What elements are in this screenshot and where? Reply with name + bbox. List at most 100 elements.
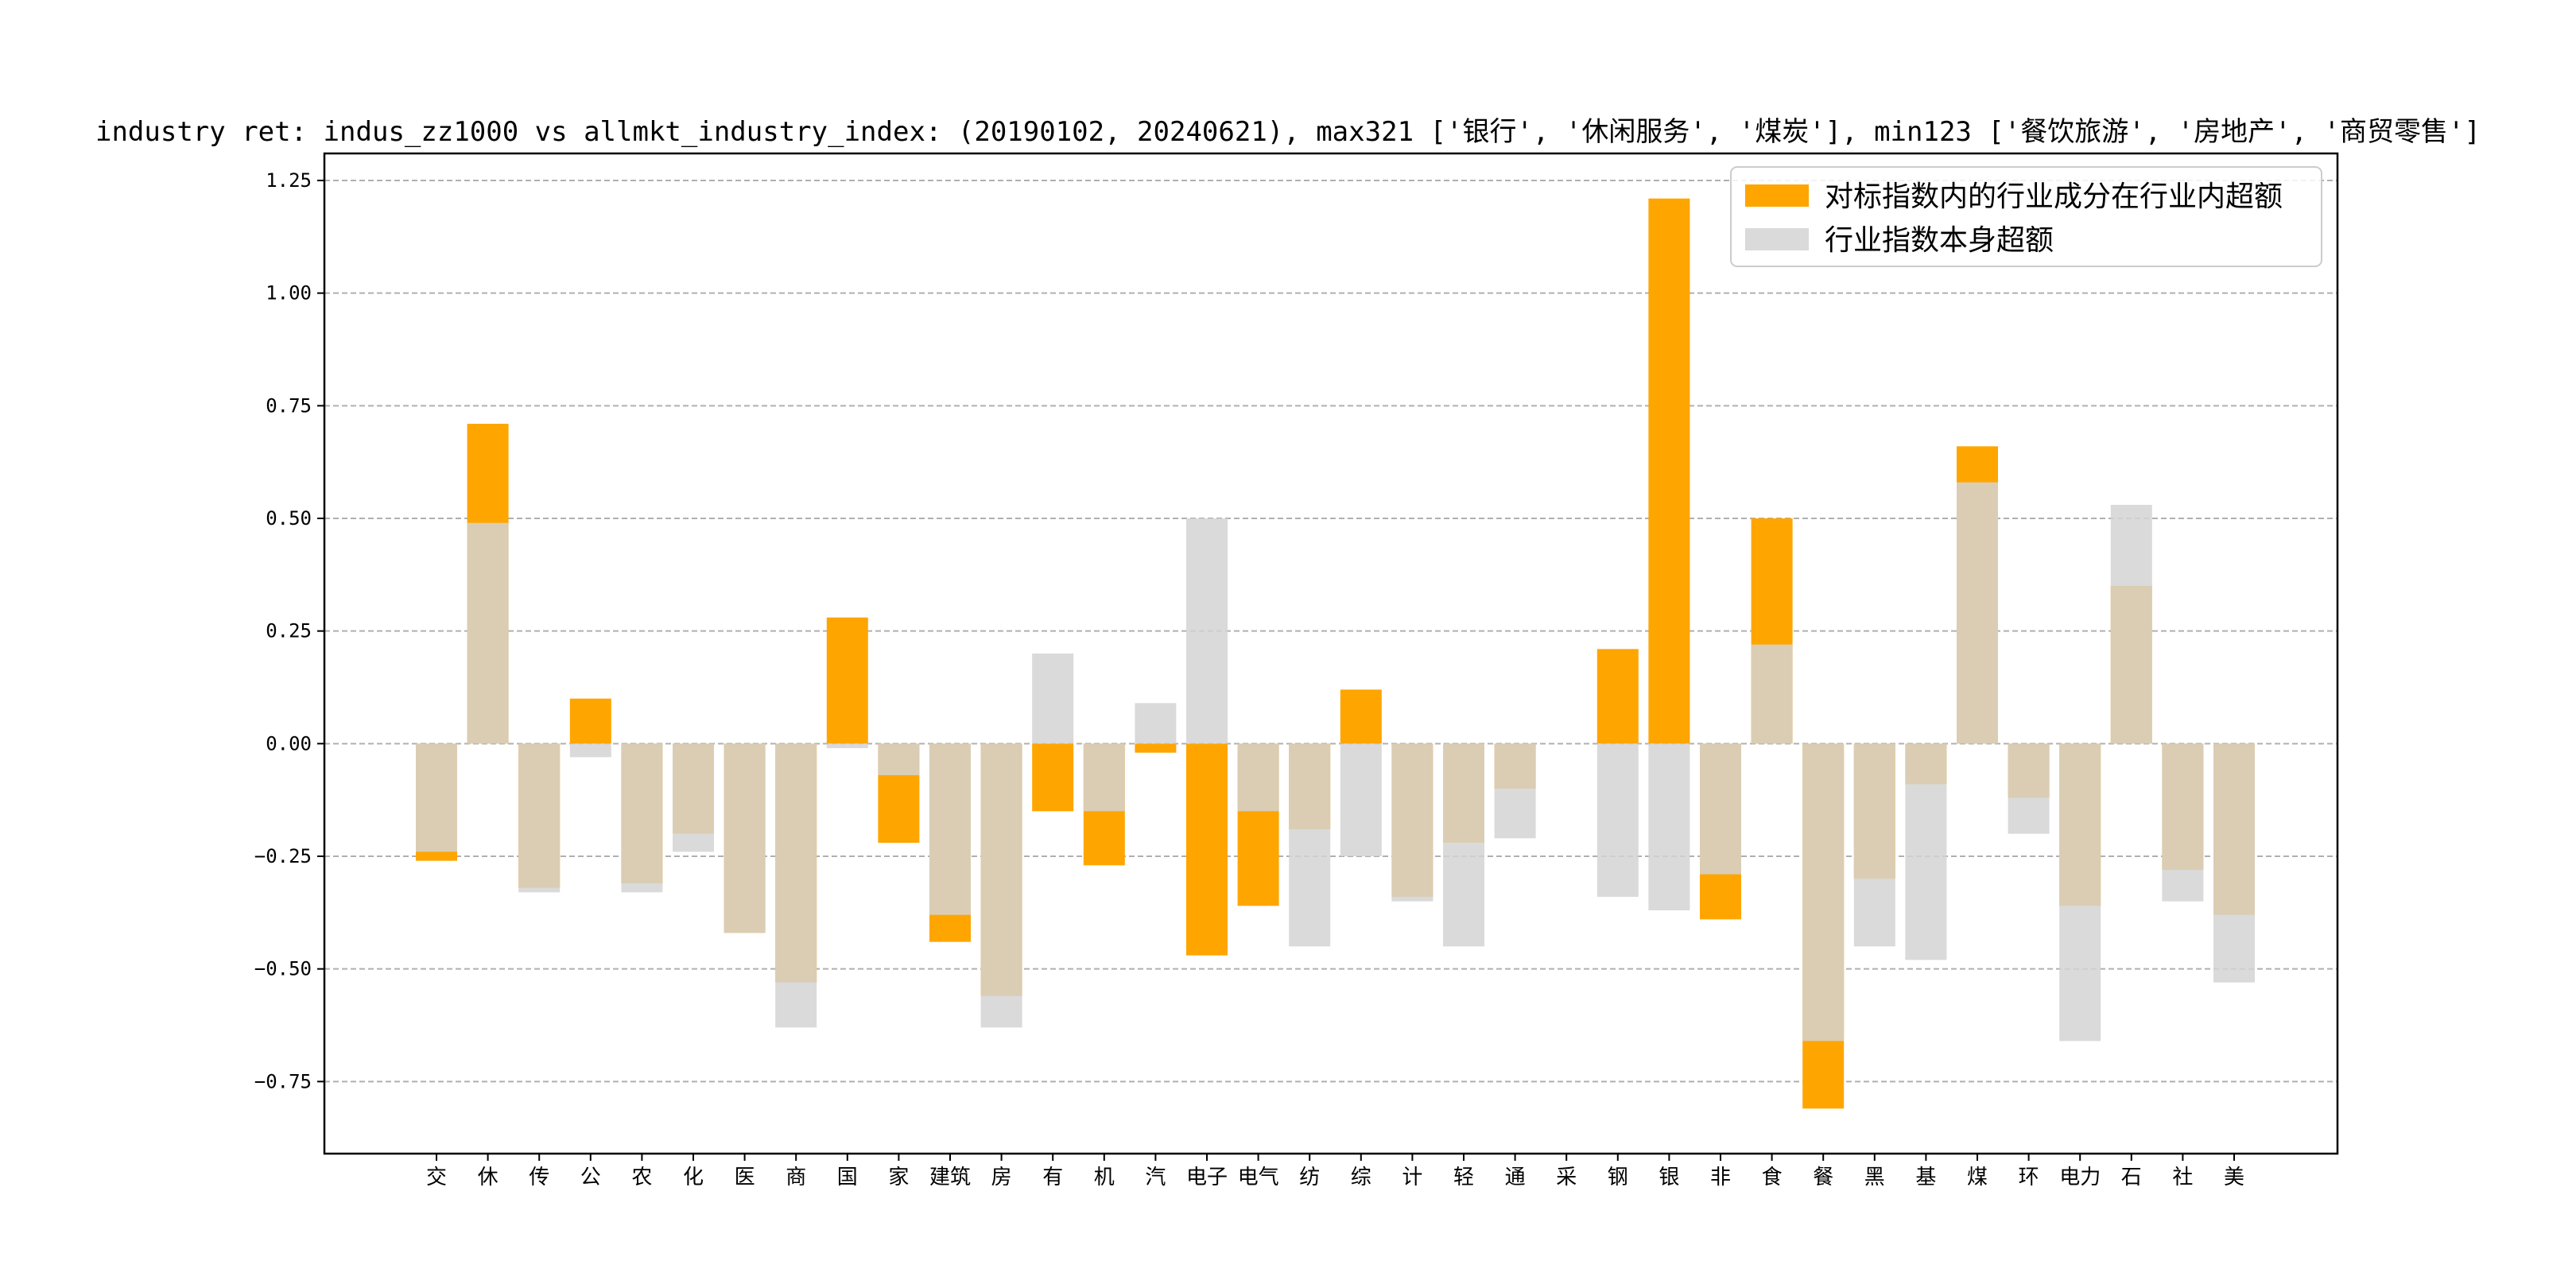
x-tick-label: 计 [1402,1166,1422,1189]
bar-industry-component-excess [826,617,868,744]
x-tick-label: 社 [2172,1166,2193,1189]
legend-box [1730,166,2322,267]
bar-industry-index-excess [1751,644,1793,744]
legend-label: 对标指数内的行业成分在行业内超额 [1825,180,2283,213]
x-tick-label: 建筑 [929,1166,971,1189]
x-tick-label: 石 [2121,1166,2142,1189]
bar-industry-index-excess [621,743,663,893]
bar-industry-index-excess [1957,482,1998,744]
bar-industry-index-excess [2162,743,2204,902]
x-tick-label: 交 [426,1166,447,1189]
x-tick-label: 电子 [1186,1166,1228,1189]
x-tick-label: 钢 [1608,1166,1628,1189]
bar-industry-index-excess [416,743,457,852]
bar-industry-index-excess [775,743,817,1028]
x-tick-label: 有 [1042,1166,1063,1189]
bar-industry-component-excess [1135,743,1177,753]
bar-industry-index-excess [1443,743,1484,947]
x-tick-label: 餐 [1813,1166,1833,1189]
x-tick-label: 基 [1915,1166,1936,1189]
x-tick-label: 机 [1094,1166,1115,1189]
bar-industry-index-excess [1289,743,1331,947]
bar-industry-index-excess [1391,743,1433,902]
x-tick-label: 商 [786,1166,806,1189]
x-tick-label: 煤 [1967,1166,1988,1189]
y-tick-label: 1.00 [266,282,312,305]
bar-industry-index-excess [1186,518,1228,744]
y-tick-label: −0.25 [254,845,312,867]
bar-industry-component-excess [1648,198,1690,744]
x-tick-label: 化 [683,1166,704,1189]
y-tick-label: 0.50 [266,507,312,530]
bar-industry-index-excess [673,743,714,852]
bar-industry-index-excess [1135,703,1177,744]
x-tick-label: 汽 [1145,1166,1166,1189]
legend-label: 行业指数本身超额 [1825,224,2054,257]
x-tick-label: 电力 [2059,1166,2101,1189]
bar-industry-component-excess [1340,689,1382,744]
bar-industry-index-excess [826,743,868,748]
x-tick-label: 电气 [1238,1166,1279,1189]
bar-industry-component-excess [1596,649,1639,744]
plot-frame [323,152,2339,1155]
bar-industry-index-excess [929,743,971,915]
x-tick-label: 农 [631,1166,652,1189]
axes: −0.75 −0.50 −0.25 0.00 0.25 0.50 0.75 1.00 1.25 交… [254,152,2339,1189]
x-tick-label: 国 [837,1166,858,1189]
bar-industry-index-excess [2008,743,2050,834]
y-tick-label: −0.50 [254,958,312,980]
bar-industry-index-excess [467,522,509,744]
x-tick-label: 非 [1710,1166,1731,1189]
legend-swatch [1745,228,1809,250]
bar-industry-index-excess [1494,743,1536,839]
bar-industry-component-excess [569,698,611,744]
bar-industry-index-excess [2110,505,2152,744]
bar-industry-index-excess [2059,743,2101,1042]
y-tick-label: 0.75 [266,394,312,417]
legend-swatch [1745,184,1809,207]
bar-industry-index-excess [1853,743,1895,947]
x-tick-label: 综 [1351,1166,1371,1189]
bar-industry-index-excess [1032,654,1074,744]
x-tick-label: 房 [991,1166,1012,1189]
bar-industry-index-excess [1802,743,1845,1042]
bar-industry-component-excess [1186,743,1228,956]
bar-industry-index-excess [518,743,561,893]
gridlines [324,180,2337,1083]
x-tick-label: 食 [1762,1166,1783,1189]
x-tick-label: 家 [888,1166,909,1189]
bar-industry-index-excess [2213,743,2255,983]
y-tick-label: 0.25 [266,620,312,642]
x-tick-label: 纺 [1299,1166,1320,1189]
bar-industry-index-excess [1905,743,1947,960]
x-tick-label: 公 [580,1166,601,1189]
y-tick-label: −0.75 [254,1070,312,1092]
x-tick-label: 医 [735,1166,755,1189]
x-tick-label: 传 [529,1166,549,1189]
bar-industry-component-excess [1032,743,1074,812]
bar-industry-index-excess [1340,743,1382,856]
y-tick-label: 0.00 [266,732,312,755]
bar-industry-index-excess [569,743,611,758]
x-tick-label: 通 [1505,1166,1526,1189]
x-tick-label: 环 [2019,1166,2039,1189]
x-tick-label: 黑 [1864,1166,1885,1189]
bar-industry-index-excess [980,743,1022,1028]
x-tick-label: 美 [2224,1166,2244,1189]
chart-title: industry ret: indus_zz1000 vs allmkt_ind… [95,116,2481,148]
x-tick-label: 采 [1556,1166,1577,1189]
bar-industry-index-excess [878,743,920,775]
bar-industry-index-excess [1083,743,1125,812]
x-tick-label: 银 [1658,1166,1679,1189]
bar-industry-index-excess [1648,743,1690,910]
x-tick-label: 轻 [1453,1166,1474,1189]
bar-industry-index-excess [1596,743,1639,897]
bar-industry-index-excess [1237,743,1279,812]
bars [416,198,2255,1109]
bar-industry-index-excess [1700,743,1741,875]
x-tick-label: 休 [478,1166,499,1189]
y-tick-label: 1.25 [266,169,312,192]
bar-industry-index-excess [724,743,766,933]
